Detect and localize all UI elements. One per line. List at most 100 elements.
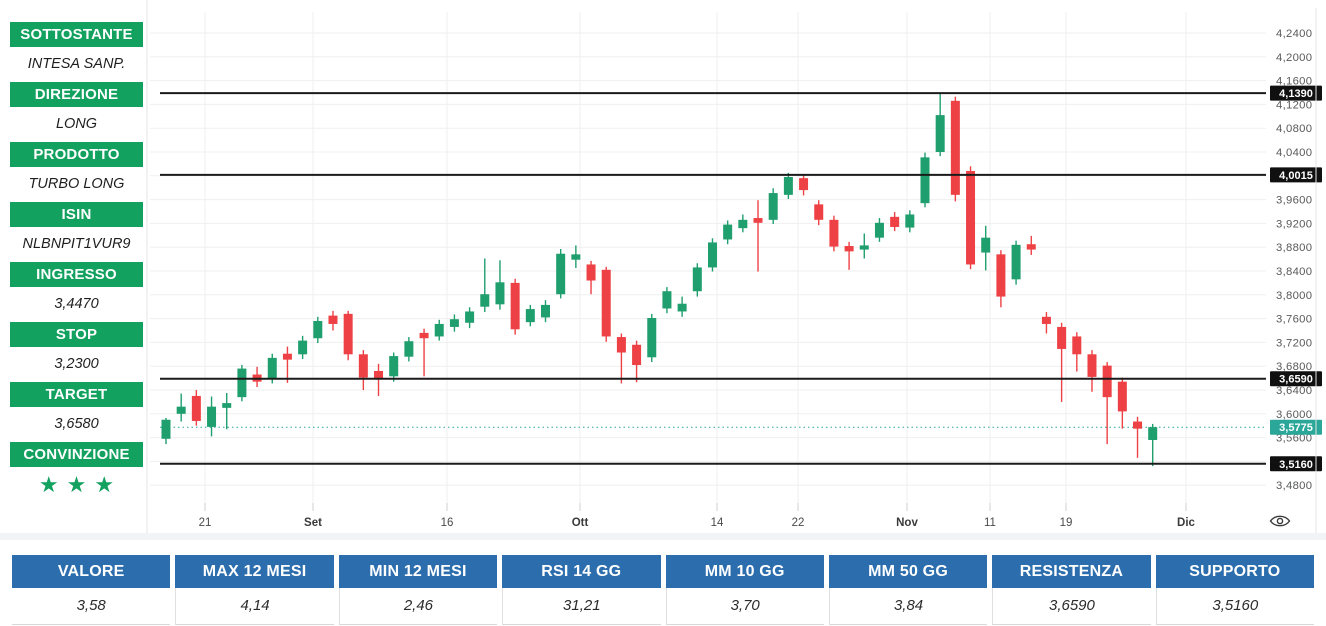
candle (449, 319, 459, 327)
y-axis-tick-label: 3,5600 (1276, 433, 1312, 445)
sidebar-value-ingresso: 3,4470 (10, 292, 143, 317)
candle (844, 246, 854, 252)
y-axis-tick-label: 3,9200 (1276, 218, 1312, 230)
candle (616, 337, 626, 353)
sidebar-value-stop: 3,2300 (10, 352, 143, 377)
sidebar-label-direzione: DIREZIONE (10, 82, 143, 107)
candle (723, 224, 733, 240)
x-axis-label[interactable]: 22 (792, 517, 805, 529)
stats-header-2: MIN 12 MESI (338, 555, 498, 588)
candle (343, 313, 353, 355)
candle (222, 403, 232, 408)
sidebar-label-prodotto: PRODOTTO (10, 142, 143, 167)
candle (267, 357, 277, 379)
candlestick-chart[interactable]: 4,1390 4,0015 3,6590 3,5160 4,2400 4,2000 4,16… (0, 0, 1326, 548)
sidebar-value-prodotto: TURBO LONG (10, 172, 143, 197)
sidebar-label-sottostante: SOTTOSTANTE (10, 22, 143, 47)
sidebar-value-direzione: LONG (10, 112, 143, 137)
x-axis-label[interactable]: Set (304, 517, 322, 529)
candle (586, 264, 596, 281)
y-axis-tick-label: 3,6800 (1276, 361, 1312, 373)
stats-header-7: SUPPORTO (1155, 555, 1314, 588)
candle (829, 219, 839, 247)
y-axis-tick-label: 3,8800 (1276, 242, 1312, 254)
candle (1102, 365, 1112, 398)
current-price-label: 3,5775 (1279, 422, 1313, 434)
trade-info-sidebar: SOTTOSTANTE INTESA SANP. DIREZIONE LONG PROD… (10, 22, 143, 502)
stats-value-5: 3,84 (828, 588, 988, 625)
stats-value-6: 3,6590 (992, 588, 1151, 625)
candle (753, 218, 763, 223)
candle (525, 309, 535, 323)
y-axis-tick-label: 4,2400 (1276, 28, 1312, 40)
candle (783, 176, 793, 195)
candle (434, 323, 444, 337)
candle (920, 157, 930, 204)
x-axis-label[interactable]: Ott (572, 517, 589, 529)
current-price-box (1270, 419, 1322, 435)
sidebar-label-convinzione: CONVINZIONE (10, 442, 143, 467)
candle (282, 353, 292, 360)
candle (1026, 244, 1036, 250)
stats-table-header-row: VALORE MAX 12 MESI MIN 12 MESI RSI 14 GG MM … (12, 555, 1314, 588)
stats-header-4: MM 10 GG (665, 555, 824, 588)
candle (207, 406, 217, 427)
candle (328, 315, 338, 324)
y-axis-tick-label: 3,6400 (1276, 385, 1312, 397)
level-price-label: 3,5160 (1279, 459, 1313, 471)
candle (191, 395, 201, 421)
sidebar-label-stop: STOP (10, 322, 143, 347)
x-axis-label[interactable]: 11 (984, 517, 996, 529)
candle (890, 216, 900, 227)
candle (465, 311, 475, 323)
conviction-stars: ★ ★ ★ (10, 472, 143, 497)
stats-value-0: 3,58 (12, 588, 171, 625)
candle (935, 115, 945, 152)
star-icon: ★ (94, 472, 115, 497)
sidebar-value-isin: NLBNPIT1VUR9 (10, 232, 143, 257)
candle (161, 419, 171, 439)
x-axis-label[interactable]: Dic (1177, 517, 1196, 529)
candle (313, 320, 323, 339)
candle (859, 245, 869, 250)
candle (981, 237, 991, 253)
level-price-box (1270, 85, 1322, 101)
candle (1041, 316, 1051, 324)
candle (1057, 326, 1067, 349)
stats-header-1: MAX 12 MESI (175, 555, 334, 588)
candle (556, 253, 566, 295)
visibility-eye-icon[interactable] (1269, 515, 1291, 527)
stats-header-0: VALORE (12, 555, 171, 588)
x-axis-label[interactable]: 14 (711, 517, 724, 529)
candle (1133, 421, 1143, 429)
x-axis-label[interactable]: 16 (441, 517, 454, 529)
candle (571, 254, 581, 260)
stats-table: VALORE MAX 12 MESI MIN 12 MESI RSI 14 GG MM … (12, 555, 1314, 625)
x-axis-label[interactable]: Nov (896, 517, 918, 529)
candle (419, 332, 429, 339)
level-price-label: 3,6590 (1279, 374, 1313, 386)
stats-header-3: RSI 14 GG (502, 555, 661, 588)
candle (358, 354, 368, 378)
y-axis-tick-label: 4,2000 (1276, 52, 1312, 64)
y-axis-tick-label: 3,8000 (1276, 290, 1312, 302)
candle (799, 178, 809, 191)
sidebar-label-isin: ISIN (10, 202, 143, 227)
level-price-box (1270, 456, 1322, 472)
y-axis-tick-label: 3,9600 (1276, 195, 1312, 207)
candle (480, 294, 490, 307)
sidebar-label-ingresso: INGRESSO (10, 262, 143, 287)
stats-header-5: MM 50 GG (828, 555, 988, 588)
level-price-box (1270, 167, 1322, 183)
candle (1072, 336, 1082, 355)
y-axis-tick-label: 3,7200 (1276, 337, 1312, 349)
x-axis-label[interactable]: 19 (1060, 517, 1073, 529)
stats-value-7: 3,5160 (1155, 588, 1314, 625)
candle (996, 254, 1006, 297)
candle (738, 219, 748, 229)
candle (374, 370, 384, 379)
x-axis-label[interactable]: 21 (199, 517, 212, 529)
candle (495, 282, 505, 305)
sidebar-value-sottostante: INTESA SANP. (10, 52, 143, 77)
